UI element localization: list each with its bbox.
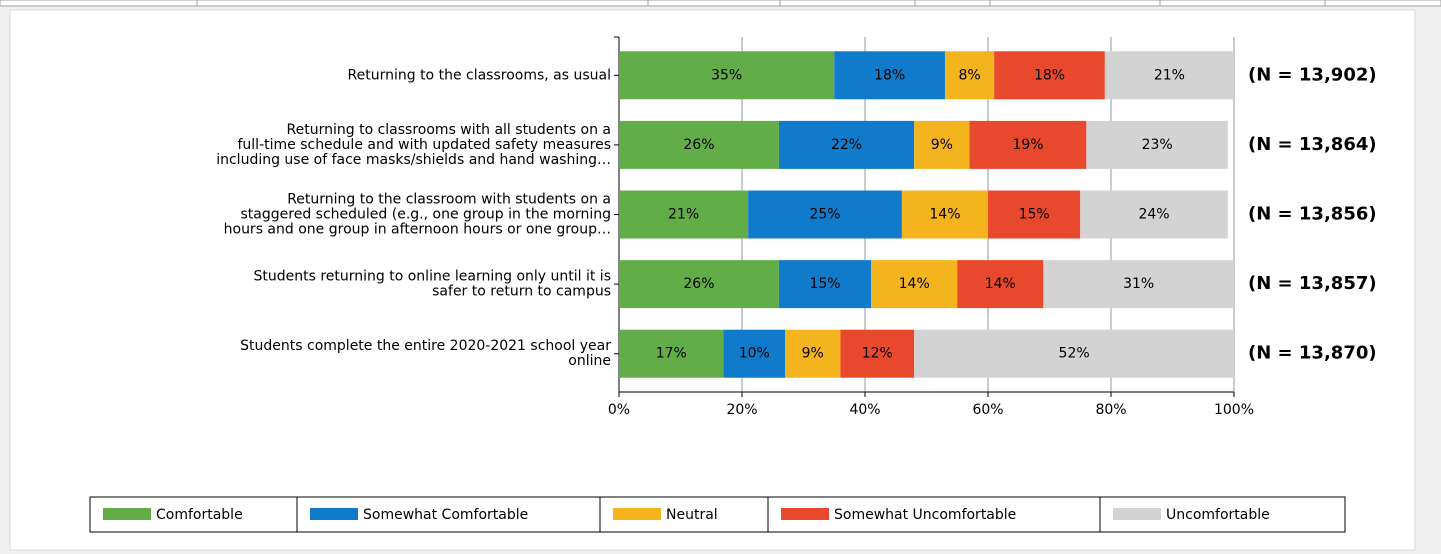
bar-segment: [619, 120, 779, 169]
category-label: Students complete the entire 2020-2021 s…: [240, 338, 611, 369]
legend-swatch: [613, 508, 661, 520]
bar-segment: [914, 120, 970, 169]
bar-segment: [957, 260, 1044, 309]
n-annotation: (N = 13,857): [1248, 273, 1377, 294]
n-annotation: (N = 13,870): [1248, 343, 1377, 364]
bar-segment: [1080, 190, 1228, 239]
n-annotation: (N = 13,902): [1248, 64, 1377, 85]
legend-label: Comfortable: [156, 507, 243, 523]
value-label: 18%: [874, 67, 905, 83]
n-annotation: (N = 13,856): [1248, 204, 1377, 225]
value-label: 15%: [1019, 207, 1050, 223]
value-label: 8%: [958, 67, 980, 83]
legend-label: Uncomfortable: [1166, 507, 1270, 523]
bar-segment: [1043, 260, 1234, 309]
bar-segment: [1104, 51, 1234, 100]
bar-segment: [778, 260, 872, 309]
legend-label: Somewhat Comfortable: [363, 507, 528, 523]
bar-segment: [785, 329, 841, 378]
bar-segment: [994, 51, 1105, 100]
value-label: 21%: [1154, 67, 1185, 83]
x-tick-label: 60%: [972, 402, 1003, 418]
header-dividers: [196, 0, 1326, 6]
legend-swatch: [103, 508, 151, 520]
value-label: 52%: [1059, 346, 1090, 362]
category-label: Students returning to online learning on…: [253, 269, 611, 300]
x-tick-label: 0%: [608, 402, 630, 418]
value-label: 17%: [656, 346, 687, 362]
legend-swatch: [781, 508, 829, 520]
bar-segment: [914, 329, 1234, 378]
value-label: 26%: [683, 276, 714, 292]
value-label: 23%: [1142, 137, 1173, 153]
value-label: 14%: [985, 276, 1016, 292]
value-label: 19%: [1012, 137, 1043, 153]
category-label: Returning to classrooms with all student…: [216, 122, 611, 168]
value-label: 14%: [929, 207, 960, 223]
legend-label: Neutral: [666, 507, 718, 523]
bar-segment: [871, 260, 958, 309]
legend-swatch: [1113, 508, 1161, 520]
x-tick-label: 20%: [726, 402, 757, 418]
value-label: 22%: [831, 137, 862, 153]
category-label: Returning to the classrooms, as usual: [348, 67, 611, 83]
bar-segment: [988, 190, 1081, 239]
bar-segment: [1086, 120, 1228, 169]
bar-segment: [969, 120, 1087, 169]
value-label: 24%: [1138, 207, 1169, 223]
legend-label: Somewhat Uncomfortable: [834, 507, 1016, 523]
category-label: Returning to the classroom with students…: [224, 192, 611, 238]
bar-segment: [944, 51, 995, 100]
value-label: 21%: [668, 207, 699, 223]
value-label: 26%: [683, 137, 714, 153]
legend-box: [599, 496, 769, 533]
bar-segment: [723, 329, 786, 378]
bar-segment: [619, 190, 749, 239]
x-tick-label: 40%: [849, 402, 880, 418]
value-label: 9%: [802, 346, 824, 362]
value-label: 31%: [1123, 276, 1154, 292]
bar-segment: [834, 51, 945, 100]
value-label: 25%: [809, 207, 840, 223]
x-tick-label: 80%: [1095, 402, 1126, 418]
value-label: 12%: [862, 346, 893, 362]
x-tick-label: 100%: [1214, 402, 1254, 418]
bar-segment: [840, 329, 915, 378]
bar-segment: [778, 120, 915, 169]
value-label: 15%: [809, 276, 840, 292]
value-label: 35%: [711, 67, 742, 83]
bar-segment: [619, 260, 779, 309]
value-label: 10%: [739, 346, 770, 362]
bar-segment: [748, 190, 902, 239]
value-label: 14%: [899, 276, 930, 292]
bar-segment: [619, 329, 724, 378]
header-strip: [0, 0, 1441, 7]
value-label: 18%: [1034, 67, 1065, 83]
n-annotation: (N = 13,864): [1248, 134, 1377, 155]
bar-segment: [901, 190, 988, 239]
bar-segment: [619, 51, 835, 100]
value-label: 9%: [931, 137, 953, 153]
legend-swatch: [310, 508, 358, 520]
